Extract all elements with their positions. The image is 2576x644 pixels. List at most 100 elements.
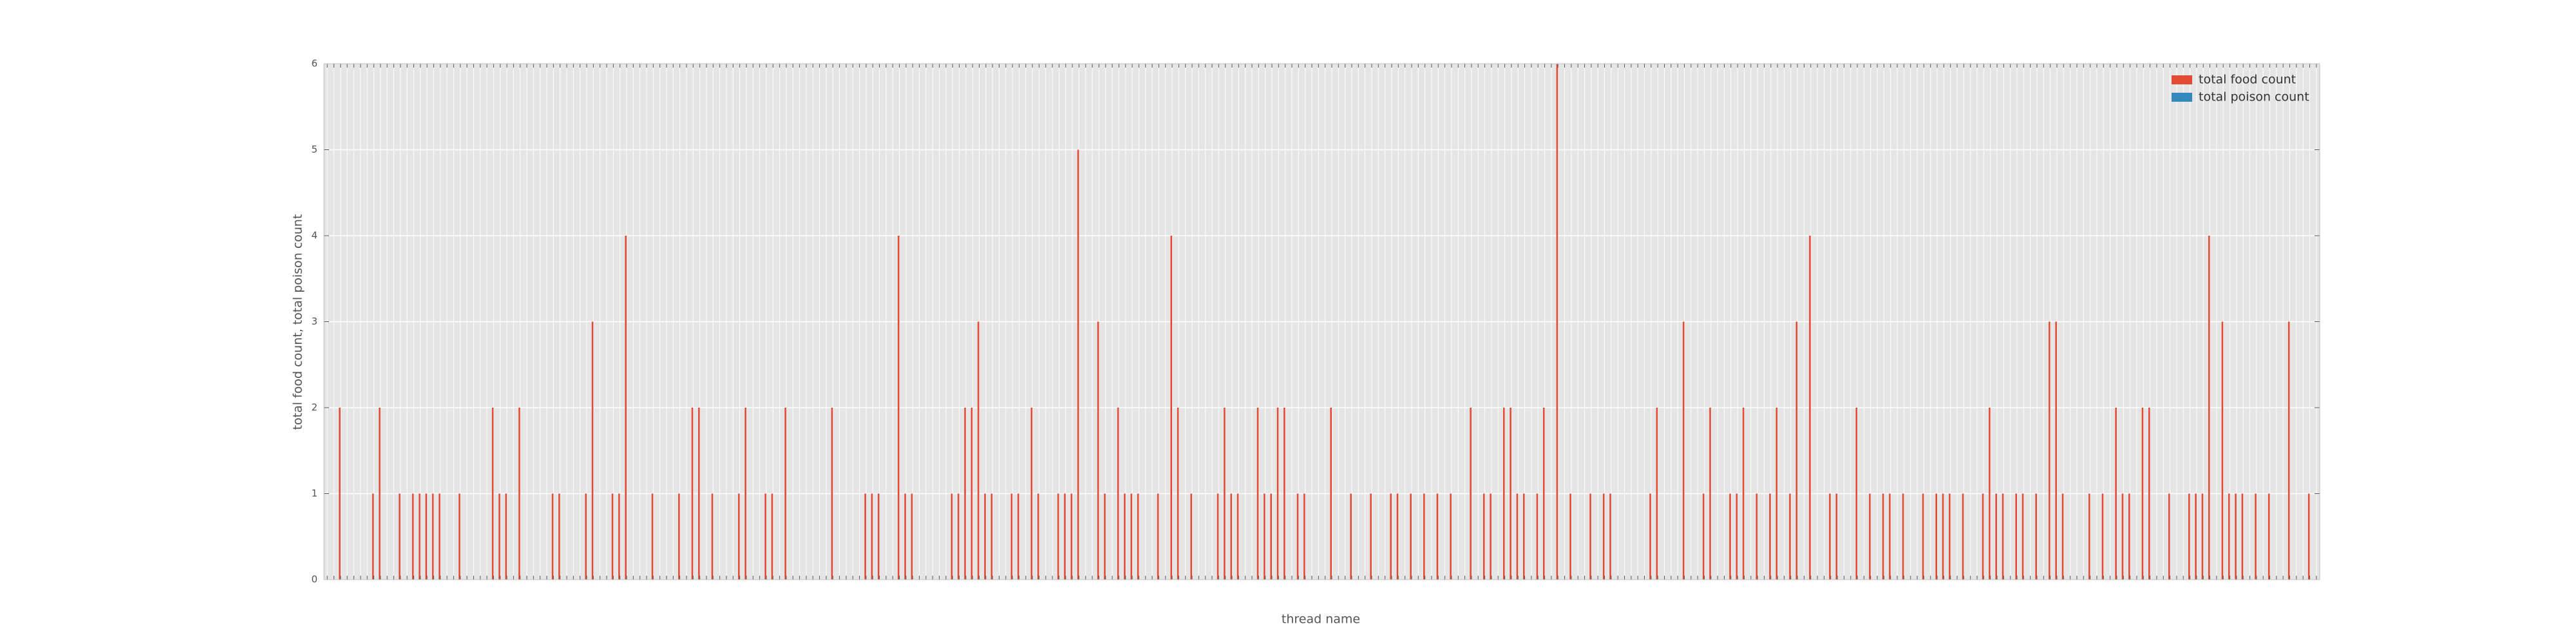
bar	[1902, 493, 1904, 580]
bar	[518, 408, 520, 580]
bar	[984, 493, 986, 580]
bar	[459, 493, 460, 580]
bar	[1017, 493, 1019, 580]
bar	[1756, 493, 1758, 580]
y-tick-label: 4	[311, 230, 317, 242]
bar	[1536, 493, 1539, 580]
bar	[2287, 321, 2290, 580]
bar	[1795, 321, 1798, 580]
bar	[1276, 408, 1279, 580]
y-tick-label: 1	[311, 488, 317, 499]
bar	[1855, 408, 1858, 580]
bar	[2221, 321, 2224, 580]
bar	[1982, 493, 1984, 580]
bar	[1390, 493, 1392, 580]
bar	[1330, 408, 1332, 580]
bar	[2148, 408, 2150, 580]
bar	[1922, 493, 1924, 580]
bar	[1729, 493, 1731, 580]
bar	[964, 408, 966, 580]
bar	[1170, 236, 1173, 580]
bar	[1736, 493, 1738, 580]
bar	[711, 493, 714, 580]
bar	[1436, 493, 1439, 580]
bar	[1742, 408, 1745, 580]
bar	[1942, 493, 1944, 580]
bar	[1962, 493, 1964, 580]
bar	[1709, 408, 1711, 580]
bar	[491, 408, 494, 580]
bar	[2195, 493, 2197, 580]
bar	[738, 493, 740, 580]
bar	[1130, 493, 1133, 580]
bar	[2307, 493, 2310, 580]
bar	[904, 493, 906, 580]
bar	[1264, 493, 1265, 580]
bar	[1030, 408, 1033, 580]
bar	[431, 493, 434, 580]
bar	[784, 408, 786, 580]
bar	[651, 493, 654, 580]
bar	[1869, 493, 1871, 580]
bar	[1556, 64, 1558, 580]
legend-swatch	[2172, 93, 2192, 102]
bar	[2128, 493, 2130, 580]
bar	[1682, 321, 1685, 580]
bar	[591, 321, 594, 580]
bar	[977, 321, 980, 580]
bar	[2255, 493, 2257, 580]
bar	[618, 493, 620, 580]
bar	[412, 493, 414, 580]
bar	[1569, 493, 1571, 580]
bar	[1104, 493, 1106, 580]
bar	[1157, 493, 1159, 580]
bar	[2208, 236, 2210, 580]
bar	[2088, 493, 2090, 580]
bar	[1057, 493, 1059, 580]
bar	[1077, 149, 1079, 580]
bar	[1649, 493, 1651, 580]
bar	[957, 493, 960, 580]
bar	[1396, 493, 1399, 580]
bar	[1935, 493, 1938, 580]
bar	[2015, 493, 2017, 580]
bar	[379, 408, 381, 580]
y-tick-label: 0	[311, 574, 317, 585]
bar	[2061, 493, 2064, 580]
bar	[1589, 493, 1591, 580]
bar	[558, 493, 560, 580]
bar	[911, 493, 913, 580]
bar	[897, 236, 900, 580]
legend-label: total poison count	[2199, 90, 2309, 104]
bar	[1490, 493, 1492, 580]
bar	[1296, 493, 1299, 580]
bar	[1350, 493, 1352, 580]
y-tick-label: 3	[311, 316, 317, 327]
bar	[1423, 493, 1425, 580]
bar	[744, 408, 746, 580]
bar	[1516, 493, 1519, 580]
y-tick-label: 2	[311, 402, 317, 413]
bar	[1370, 493, 1372, 580]
bar	[399, 493, 401, 580]
bar	[1410, 493, 1412, 580]
bar	[1789, 493, 1791, 580]
bar	[1542, 408, 1545, 580]
bar	[698, 408, 700, 580]
legend-swatch	[2172, 75, 2192, 84]
bar	[678, 493, 680, 580]
bar	[2235, 493, 2237, 580]
bar	[1010, 493, 1013, 580]
bar	[1450, 493, 1452, 580]
bar	[1602, 493, 1605, 580]
bar	[1224, 408, 1226, 580]
bar	[1702, 493, 1705, 580]
bar	[1303, 493, 1305, 580]
x-axis-label: thread name	[1282, 612, 1360, 627]
bar	[1270, 493, 1273, 580]
bar	[971, 408, 973, 580]
bar	[1989, 408, 1991, 580]
bar	[1483, 493, 1485, 580]
y-tick-label: 5	[311, 144, 317, 155]
